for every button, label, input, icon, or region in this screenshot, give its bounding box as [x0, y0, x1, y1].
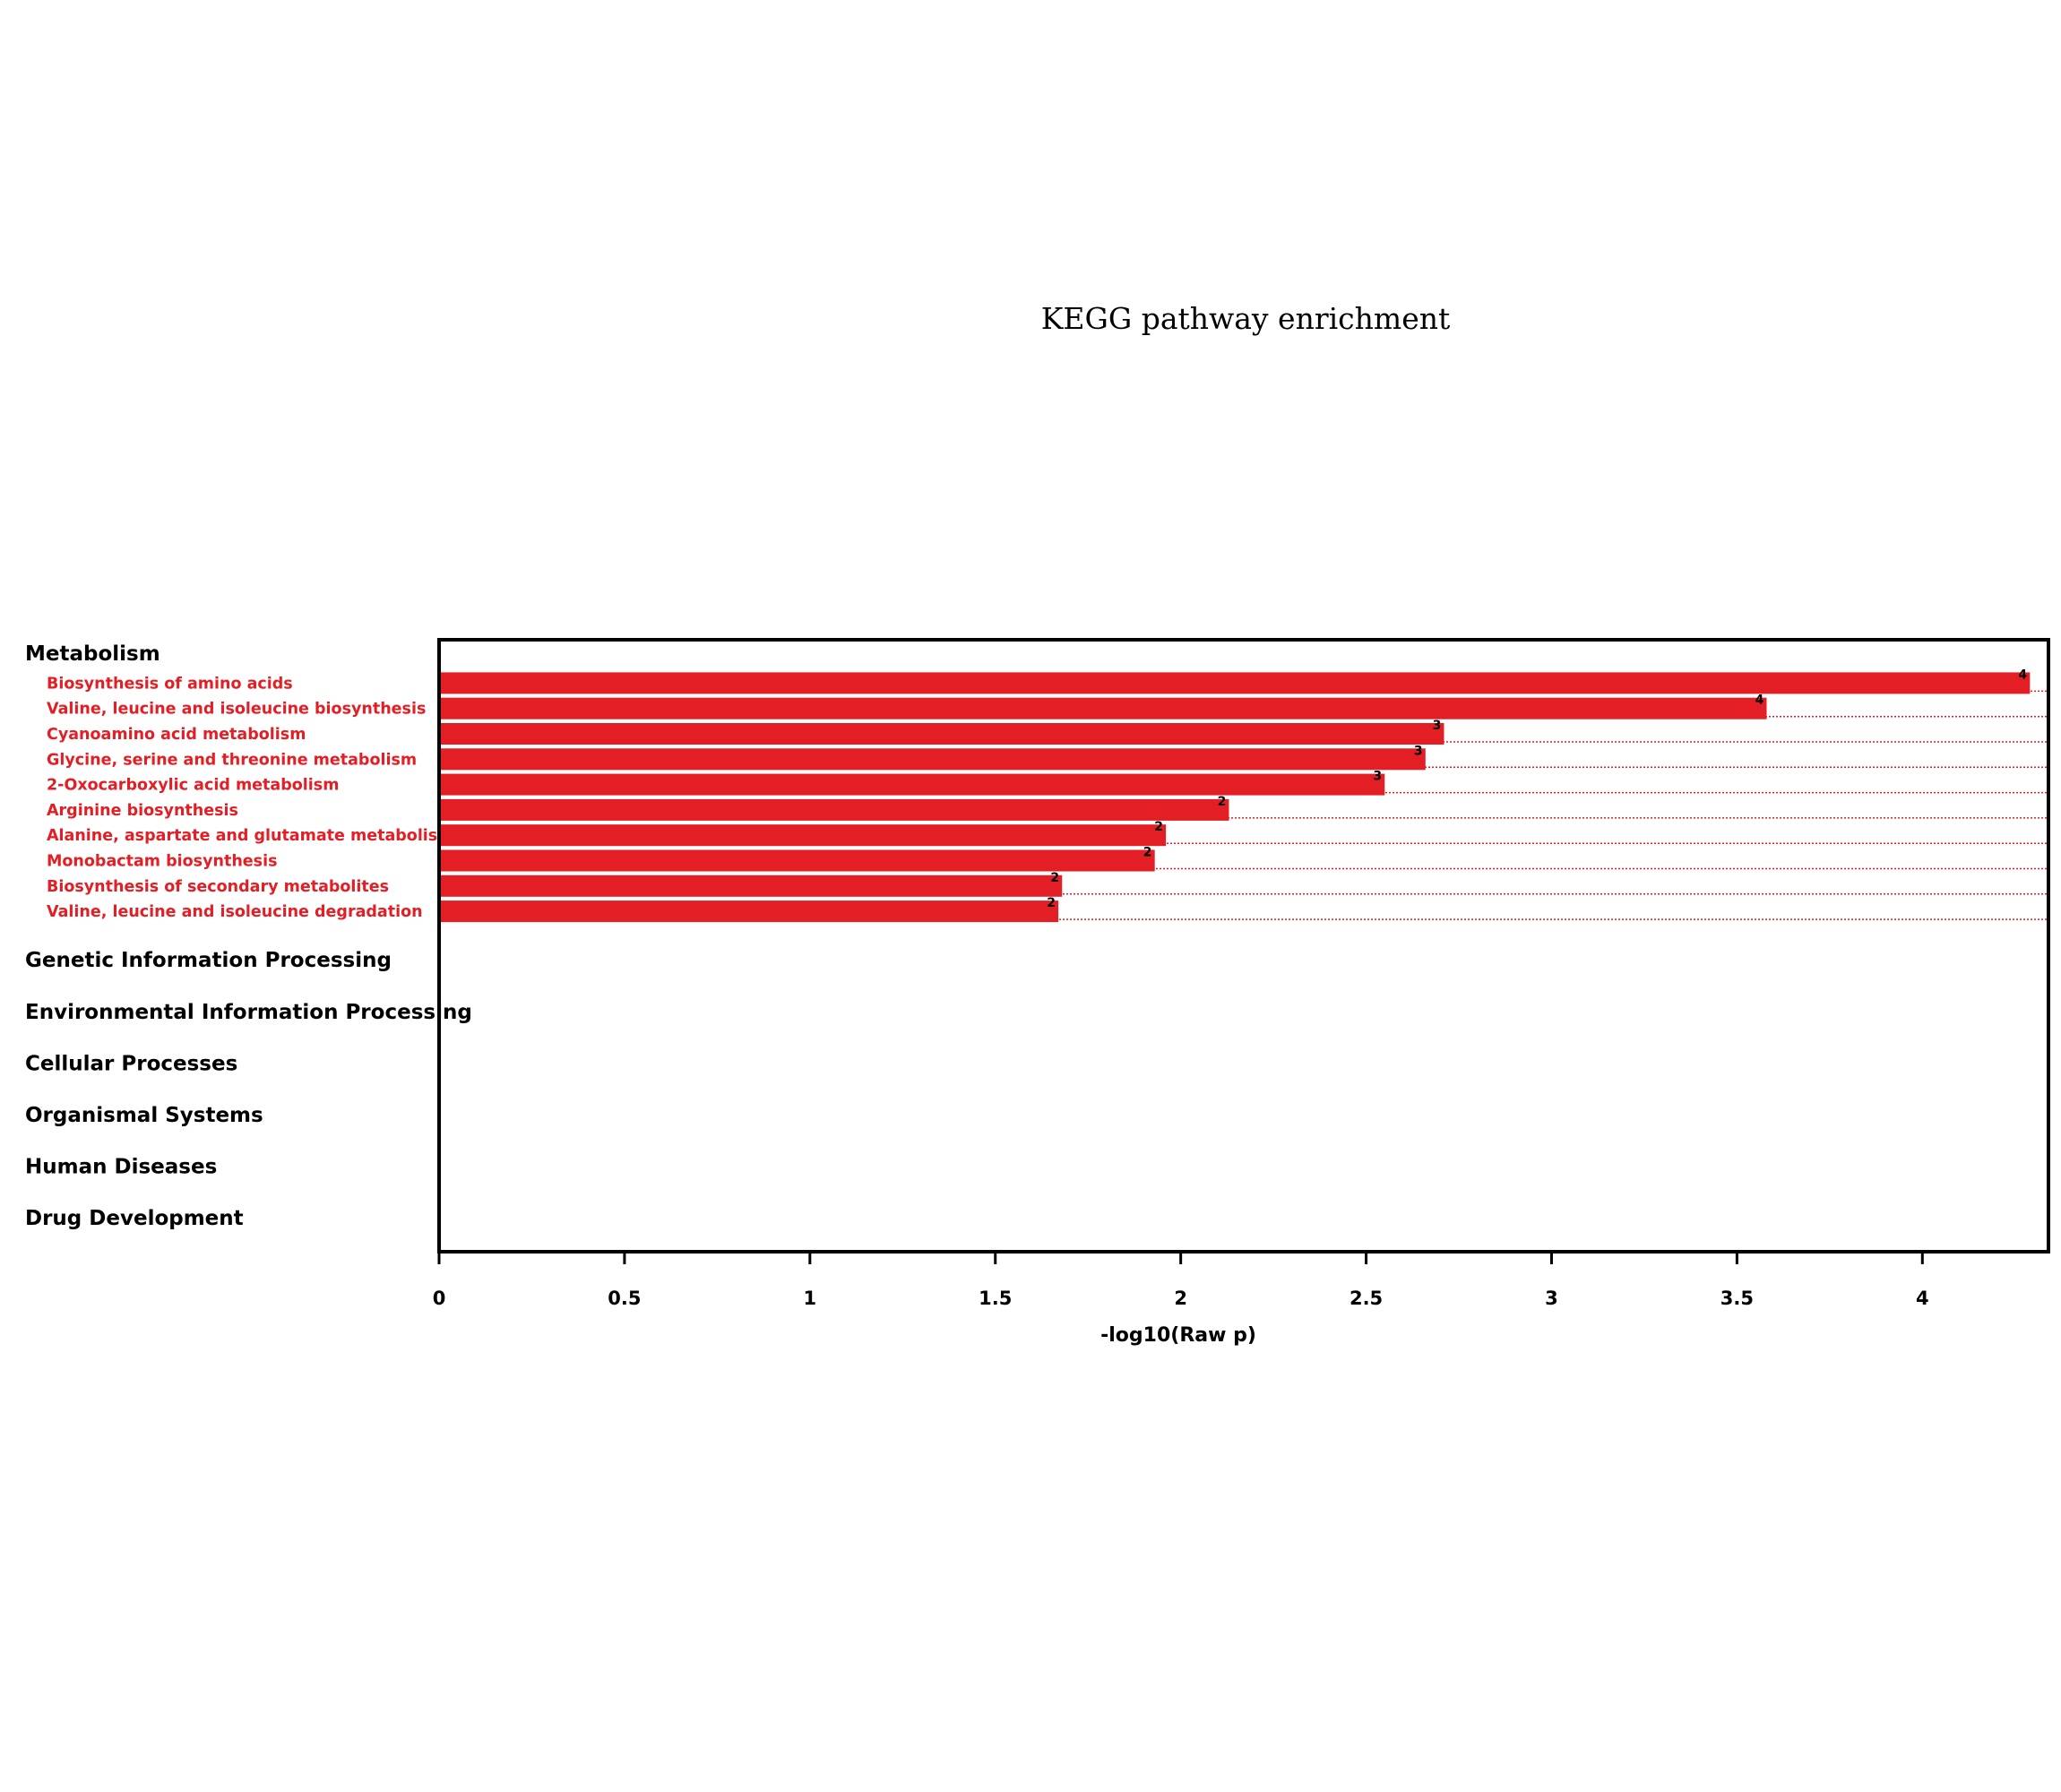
count-label: 2 [1143, 846, 1152, 860]
bar [439, 773, 1385, 796]
count-label: 2 [1047, 896, 1056, 910]
category-label: Drug Development [25, 1207, 244, 1230]
bar [439, 900, 1059, 923]
count-label: 4 [1755, 694, 1764, 708]
x-tick-label: 4 [1916, 1288, 1929, 1309]
plot-frame [437, 638, 2050, 1254]
pathway-label: Alanine, aspartate and glutamate metabol… [47, 827, 453, 845]
count-label: 3 [1433, 719, 1442, 733]
category-label: Environmental Information Processing [25, 1001, 472, 1024]
pathway-label: Monobactam biosynthesis [47, 853, 277, 871]
x-tick-label: 2 [1174, 1288, 1187, 1309]
count-label: 3 [1373, 770, 1382, 784]
bar [439, 874, 1063, 897]
count-label: 4 [2018, 668, 2027, 682]
category-label: Human Diseases [25, 1156, 217, 1179]
x-tick-label: 2.5 [1350, 1288, 1383, 1309]
pathway-label: 2-Oxocarboxylic acid metabolism [47, 777, 339, 795]
category-label: Organismal Systems [25, 1104, 263, 1127]
category-label: Metabolism [25, 642, 160, 666]
x-tick-label: 1 [804, 1288, 817, 1309]
pathway-label: Cyanoamino acid metabolism [47, 726, 306, 744]
bar [439, 697, 1767, 719]
bar [439, 748, 1426, 771]
pathway-label: Glycine, serine and threonine metabolism [47, 751, 417, 769]
category-label: Cellular Processes [25, 1052, 237, 1075]
count-label: 2 [1050, 871, 1059, 885]
pathway-label: Valine, leucine and isoleucine degradati… [47, 903, 423, 921]
bars [439, 672, 2031, 923]
x-tick-label: 0.5 [608, 1288, 641, 1309]
x-tick-label: 1.5 [979, 1288, 1012, 1309]
chart-title: KEGG pathway enrichment [1041, 301, 1451, 336]
category-labels: Metabolism Biosynthesis of amino acids Val… [25, 642, 472, 1230]
pathway-label: Valine, leucine and isoleucine biosynthe… [47, 701, 426, 719]
count-label: 2 [1154, 820, 1163, 834]
x-tick-label: 3.5 [1720, 1288, 1754, 1309]
x-tick-label: 3 [1545, 1288, 1558, 1309]
pathway-label: Biosynthesis of secondary metabolites [47, 878, 389, 896]
pathway-label: Arginine biosynthesis [47, 802, 238, 820]
count-label: 3 [1414, 744, 1423, 758]
x-axis-label: -log10(Raw p) [1100, 1324, 1256, 1347]
pathway-label: Biosynthesis of amino acids [47, 675, 293, 693]
x-axis-ticks: 0 0.5 1 1.5 2 2.5 3 3.5 4 [433, 1252, 1929, 1309]
bar [439, 849, 1155, 872]
category-label: Genetic Information Processing [25, 949, 392, 972]
bar [439, 723, 1444, 745]
bar [439, 798, 1229, 821]
bar [439, 672, 2031, 694]
bar [439, 824, 1167, 847]
x-tick-label: 0 [433, 1288, 446, 1309]
count-label: 2 [1218, 795, 1227, 809]
